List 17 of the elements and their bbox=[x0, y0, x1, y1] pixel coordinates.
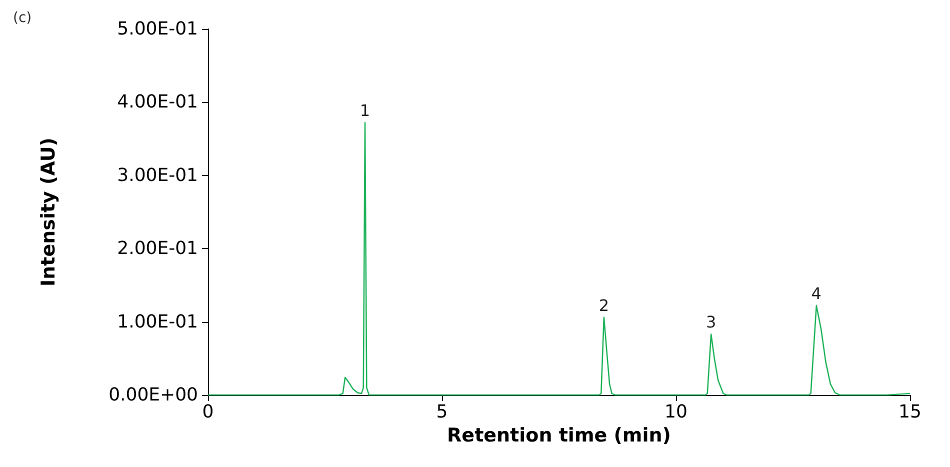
y-tick-label: 5.00E-01 bbox=[117, 18, 198, 40]
annotation: 2 bbox=[598, 296, 610, 315]
annotation: 3 bbox=[706, 312, 716, 332]
x-tick-label: 15 bbox=[898, 402, 922, 422]
y-axis-title: Intensity (AU) bbox=[38, 138, 60, 286]
x-tick-label: 10 bbox=[664, 402, 688, 422]
y-tick-label: 3.00E-01 bbox=[117, 164, 198, 186]
y-tick-label: 1.00E-01 bbox=[117, 311, 198, 332]
annotation: 4 bbox=[811, 284, 822, 304]
y-tick-label: 0.00E+00 bbox=[108, 384, 198, 406]
x-axis-title: Retention time (min) bbox=[447, 424, 671, 446]
x-tick-label: 5 bbox=[436, 402, 448, 422]
x-tick-label: 0 bbox=[202, 402, 214, 422]
y-tick-label: 2.00E-01 bbox=[117, 238, 198, 260]
y-tick-label: 4.00E-01 bbox=[117, 92, 198, 113]
annotation: 1 bbox=[360, 101, 370, 120]
text: (c) bbox=[13, 10, 32, 26]
